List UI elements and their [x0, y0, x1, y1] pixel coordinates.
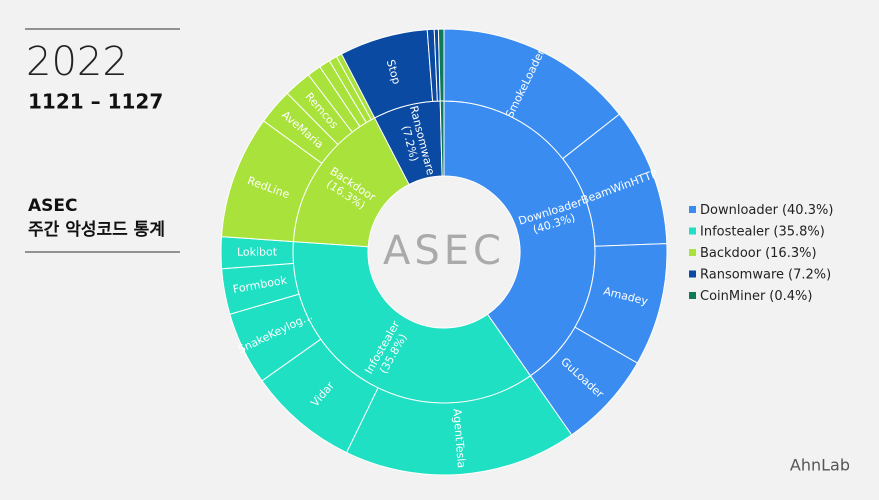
outer-slice — [437, 28, 445, 102]
legend-swatch — [689, 249, 696, 256]
legend-name: Downloader — [700, 203, 779, 218]
legend-name: Ransomware — [700, 267, 784, 282]
legend-value: (7.2%) — [788, 267, 831, 282]
legend-label: Ransomware (7.2%) — [700, 267, 831, 282]
period: 1121 – 1127 — [28, 90, 163, 114]
legend-label: Backdoor (16.3%) — [700, 246, 817, 261]
legend-label: Downloader (40.3%) — [700, 203, 833, 218]
logo: ASEC — [383, 228, 505, 274]
title-line: ASEC — [28, 196, 78, 216]
legend-label: Infostealer (35.8%) — [700, 224, 825, 239]
legend-name: Infostealer — [700, 224, 770, 239]
legend-value: (35.8%) — [773, 224, 824, 239]
title-line: 주간 악성코드 통계 — [28, 220, 165, 240]
year: 2022 — [26, 39, 128, 85]
legend-swatch — [689, 270, 696, 278]
legend-swatch — [689, 227, 696, 235]
outer-label: Lokibot — [237, 246, 278, 259]
legend-value: (0.4%) — [769, 289, 812, 304]
brand: AhnLab — [790, 456, 850, 475]
legend-swatch — [689, 206, 696, 213]
legend-value: (16.3%) — [765, 246, 816, 261]
legend-value: (40.3%) — [782, 203, 833, 218]
legend-label: CoinMiner (0.4%) — [700, 289, 812, 304]
outer-label: AgentTesla — [450, 408, 468, 469]
legend-name: CoinMiner — [700, 289, 766, 304]
legend-name: Backdoor — [700, 246, 762, 261]
legend-swatch — [689, 292, 696, 299]
